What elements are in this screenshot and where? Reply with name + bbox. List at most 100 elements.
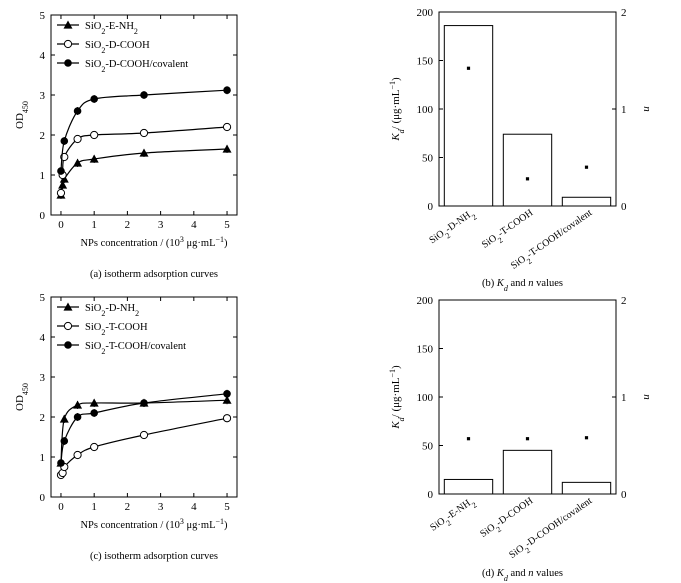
y-axis-label: Kd/ (μg·mL−1)	[388, 365, 406, 430]
legend-marker	[64, 59, 72, 67]
legend-marker	[63, 302, 73, 311]
legend-label: SiO2-T-COOH/covalent	[85, 341, 186, 356]
category-label: SiO2-T-COOH	[480, 207, 537, 253]
y-tick-label: 4	[40, 50, 46, 62]
n-value-point	[466, 437, 471, 441]
y-tick-label: 150	[417, 56, 434, 68]
bar	[502, 133, 553, 207]
bar	[502, 449, 553, 495]
legend-marker	[64, 341, 72, 349]
bar	[443, 25, 494, 207]
y-tick-label: 100	[417, 104, 434, 116]
data-point	[73, 158, 83, 167]
y-tick-label: 2	[40, 412, 46, 424]
y2-tick-label: 0	[621, 489, 627, 501]
chart-panel-c: 0 1 2 3 4 5 0 1 2 3 4 5 OD450 NPs concentration / (10…	[14, 292, 238, 562]
data-point	[90, 130, 99, 140]
panel-caption: (a) isotherm adsorption curves	[90, 269, 218, 280]
y-tick-label: 0	[428, 201, 434, 213]
n-value-point	[584, 436, 589, 440]
x-tick-label: 0	[58, 219, 64, 231]
y-tick-label: 5	[40, 292, 46, 304]
bar	[561, 196, 612, 207]
data-point	[73, 134, 82, 144]
x-tick-label: 2	[125, 501, 131, 513]
y-tick-label: 2	[40, 130, 46, 142]
data-point	[139, 128, 149, 138]
plot-frame	[50, 14, 238, 216]
legend-label: SiO2-T-COOH	[85, 322, 148, 337]
legend-label: SiO2-D-COOH	[85, 40, 150, 55]
x-tick-label: 4	[191, 501, 197, 513]
n-value-point	[525, 177, 530, 181]
data-point	[139, 430, 149, 440]
data-point	[90, 409, 98, 417]
data-point	[223, 86, 231, 94]
data-point	[140, 91, 148, 99]
n-value-point	[466, 66, 471, 70]
data-point	[89, 154, 99, 163]
data-point	[73, 413, 82, 421]
x-axis-label: NPs concentration / (103 μg·mL−1)	[80, 235, 228, 250]
panel-caption: (d) Kd and n values	[482, 568, 563, 583]
series-line	[60, 417, 228, 476]
y-tick-label: 150	[417, 344, 434, 356]
y-tick-label: 0	[40, 492, 46, 504]
y-tick-label: 50	[422, 441, 434, 453]
data-point	[60, 137, 69, 145]
data-point	[58, 180, 68, 189]
y-axis-label: OD450	[14, 383, 30, 411]
data-point	[73, 107, 82, 115]
panel-caption: (c) isotherm adsorption curves	[90, 551, 218, 562]
y2-axis-label: n	[641, 394, 653, 400]
data-point	[57, 459, 65, 467]
data-point	[60, 437, 69, 445]
data-point	[222, 144, 232, 153]
data-point	[89, 398, 99, 407]
y2-axis-label: n	[641, 106, 653, 112]
y-axis-label: OD450	[14, 101, 30, 129]
data-point	[223, 390, 231, 398]
data-point	[59, 414, 69, 423]
y-tick-label: 200	[417, 295, 434, 307]
data-point	[90, 442, 99, 452]
x-tick-label: 0	[58, 501, 64, 513]
y-tick-label: 200	[417, 7, 434, 19]
chart-panel-a: 0 1 2 3 4 5 0 1 2 3 4 5 OD450 NPs concentration / (10…	[14, 10, 238, 280]
data-point	[222, 395, 232, 404]
chart-panel-b: 0 50 100 150 200 0 1 2 Kd/ (μg·mL−1) n SiO2-D-NH2S…	[388, 7, 654, 293]
legend-marker	[63, 20, 73, 29]
data-point	[222, 122, 232, 132]
y-tick-label: 0	[428, 489, 434, 501]
y2-tick-label: 1	[621, 392, 627, 404]
y-tick-label: 100	[417, 392, 434, 404]
legend-marker	[63, 321, 73, 331]
y-tick-label: 0	[40, 210, 46, 222]
y-tick-label: 3	[40, 372, 46, 384]
y2-tick-label: 2	[621, 7, 627, 19]
x-tick-label: 3	[158, 219, 164, 231]
y2-tick-label: 0	[621, 201, 627, 213]
y2-tick-label: 1	[621, 104, 627, 116]
y-tick-label: 4	[40, 332, 46, 344]
bar	[561, 481, 612, 495]
y-tick-label: 1	[40, 170, 46, 182]
y-axis-label: Kd/ (μg·mL−1)	[388, 77, 406, 142]
category-label: SiO2-D-NH2	[427, 207, 478, 249]
y-tick-label: 50	[422, 153, 434, 165]
x-tick-label: 1	[91, 219, 97, 231]
plot-frame	[50, 296, 238, 498]
x-tick-label: 4	[191, 219, 197, 231]
panel-caption: (b) Kd and n values	[482, 278, 563, 293]
x-tick-label: 3	[158, 501, 164, 513]
data-point	[139, 148, 149, 157]
data-point	[57, 167, 65, 175]
data-point	[56, 188, 66, 198]
x-tick-label: 5	[224, 501, 230, 513]
y-tick-label: 3	[40, 90, 46, 102]
x-tick-label: 5	[224, 219, 230, 231]
n-value-point	[584, 165, 589, 169]
x-tick-label: 2	[125, 219, 131, 231]
data-point	[73, 450, 82, 460]
